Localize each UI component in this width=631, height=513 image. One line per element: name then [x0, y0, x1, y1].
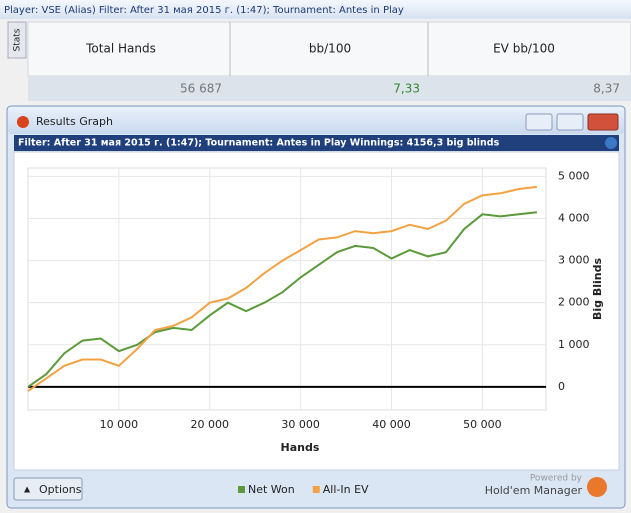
brand-logo: [587, 477, 607, 497]
table-header: [27, 21, 631, 77]
legend-label: Net Won: [248, 483, 295, 496]
x-tick-label: 10 000: [100, 418, 139, 431]
window-title: Results Graph: [36, 115, 113, 128]
filter-bar: [14, 135, 619, 151]
x-tick-label: 30 000: [281, 418, 320, 431]
table-row: [28, 77, 631, 101]
column-header[interactable]: Total Hands: [85, 42, 156, 56]
y-tick-label: 1 000: [558, 338, 590, 351]
x-axis-label: Hands: [281, 441, 320, 454]
x-tick-label: 40 000: [372, 418, 411, 431]
legend-swatch: [312, 486, 320, 493]
x-tick-label: 50 000: [463, 418, 502, 431]
cell: 8,37: [593, 82, 620, 96]
maximize-button[interactable]: [556, 113, 584, 131]
stats-tab[interactable]: [7, 21, 27, 59]
series-line: [27, 185, 538, 392]
minimize-button[interactable]: [525, 113, 553, 131]
y-tick-label: 3 000: [558, 254, 590, 267]
app-icon: [17, 116, 29, 128]
column-header[interactable]: bb/100: [309, 42, 351, 56]
brand: Hold'em Manager: [485, 484, 583, 497]
top-bar: [0, 0, 631, 19]
options-arrow: ▲: [24, 485, 31, 494]
legend-label: All-In EV: [323, 483, 369, 496]
y-tick-label: 0: [558, 380, 565, 393]
y-tick-label: 4 000: [558, 212, 590, 225]
y-tick-label: 5 000: [558, 169, 590, 182]
help-button[interactable]: [605, 137, 617, 149]
options-button[interactable]: [13, 477, 83, 501]
chart-area: [13, 151, 620, 471]
filter-text: Filter: After 31 мая 2015 г. (1:47); Tou…: [18, 138, 500, 149]
options-label: Options: [39, 483, 82, 496]
close-button[interactable]: [587, 113, 619, 131]
top-bar-text: Player: VSE (Alias) Filter: After 31 мая…: [4, 5, 404, 16]
y-tick-label: 2 000: [558, 296, 590, 309]
x-tick-label: 20 000: [191, 418, 230, 431]
cell: 56 687: [180, 82, 222, 96]
stats-tab-label: Stats: [13, 28, 23, 51]
y-axis-label: Big Blinds: [591, 258, 604, 320]
series-line: [27, 211, 538, 388]
legend-swatch: [238, 486, 245, 493]
column-header[interactable]: EV bb/100: [493, 42, 555, 56]
plot-frame: [27, 167, 547, 411]
cell: 7,33: [393, 82, 420, 96]
window-title-bar: [8, 107, 624, 134]
powered-by: Powered by: [530, 474, 583, 484]
plot: 0 1 000 2 000 3 000 4 000 5 000 10 000 20 000 30…: [27, 167, 590, 431]
